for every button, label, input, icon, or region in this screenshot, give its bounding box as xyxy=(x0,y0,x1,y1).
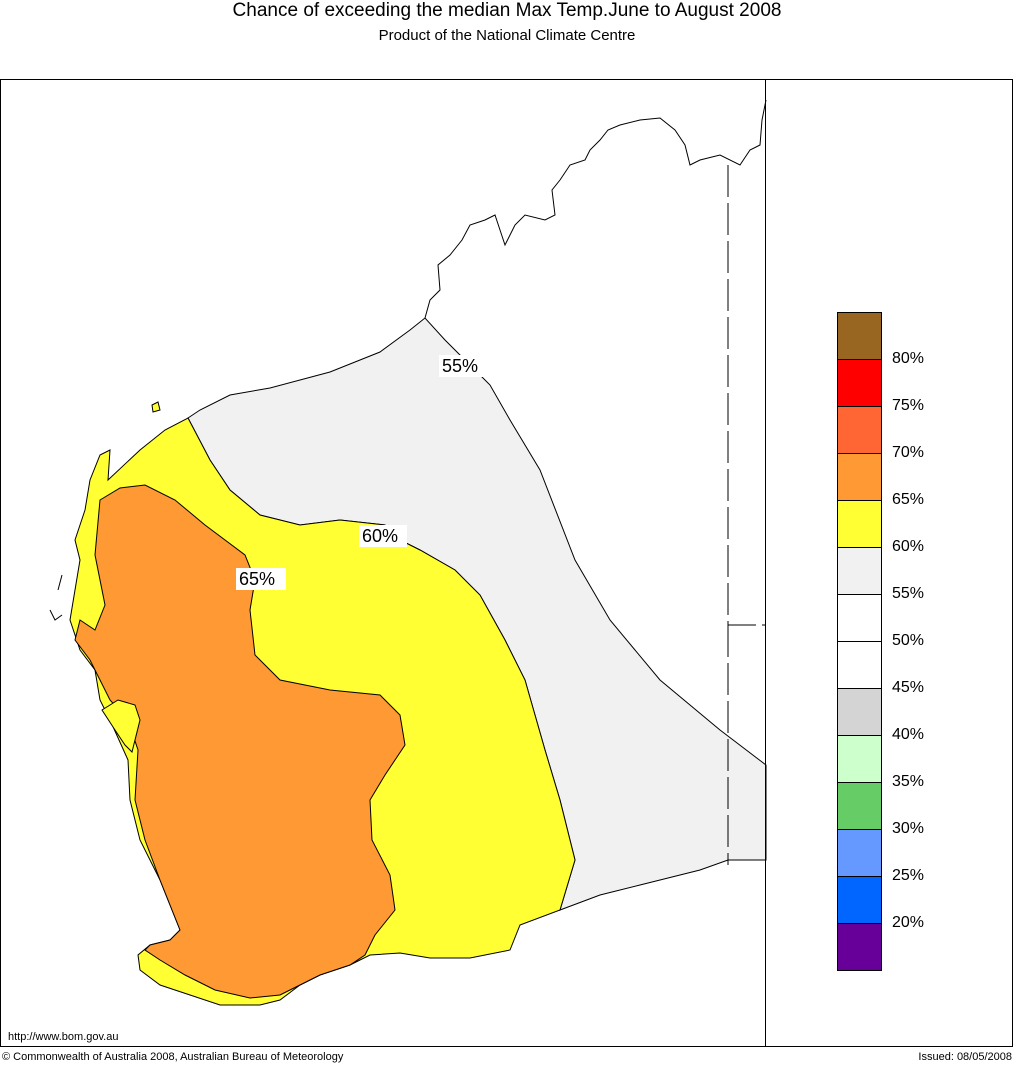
legend-swatch xyxy=(837,407,882,454)
legend-label: 65% xyxy=(892,491,925,508)
contour-label-65: 65% xyxy=(236,568,286,590)
legend-swatch xyxy=(837,454,882,501)
legend-swatch xyxy=(837,689,882,736)
legend-label: 35% xyxy=(892,773,925,790)
legend-label: 60% xyxy=(892,538,925,555)
legend-divider xyxy=(765,79,766,1047)
legend-swatch xyxy=(837,595,882,642)
website-url: http://www.bom.gov.au xyxy=(8,1031,119,1043)
legend-label: 40% xyxy=(892,726,925,743)
contour-label-55: 55% xyxy=(439,355,485,377)
map-subtitle: Product of the National Climate Centre xyxy=(378,27,636,44)
legend-label: 25% xyxy=(892,867,925,884)
coastline-north xyxy=(424,99,767,319)
map-title: Chance of exceeding the median Max Temp.… xyxy=(232,0,782,21)
legend-swatch xyxy=(837,548,882,595)
legend xyxy=(837,312,882,971)
svg-text:55%: 55% xyxy=(442,356,478,376)
legend-label: 50% xyxy=(892,632,925,649)
legend-label: 30% xyxy=(892,820,925,837)
region-65-70 xyxy=(74,484,406,999)
contour-label-60: 60% xyxy=(359,525,407,547)
legend-label: 55% xyxy=(892,585,925,602)
island-shark-bay xyxy=(151,401,161,413)
state-border xyxy=(727,165,766,865)
legend-swatch xyxy=(837,736,882,783)
legend-label: 45% xyxy=(892,679,925,696)
island-west xyxy=(49,574,63,621)
legend-swatch xyxy=(837,501,882,548)
legend-label: 80% xyxy=(892,350,925,367)
svg-text:65%: 65% xyxy=(239,569,275,589)
legend-swatch xyxy=(837,783,882,830)
svg-text:60%: 60% xyxy=(362,526,398,546)
legend-swatch xyxy=(837,877,882,924)
legend-swatch xyxy=(837,924,882,971)
legend-label: 75% xyxy=(892,397,925,414)
legend-swatch xyxy=(837,312,882,360)
issued-date: Issued: 08/05/2008 xyxy=(918,1051,1012,1063)
copyright-text: © Commonwealth of Australia 2008, Austra… xyxy=(2,1051,344,1063)
legend-swatch xyxy=(837,830,882,877)
legend-swatch xyxy=(837,642,882,689)
legend-label: 20% xyxy=(892,914,925,931)
legend-swatch xyxy=(837,360,882,407)
legend-label: 70% xyxy=(892,444,925,461)
region-60-65-pocket xyxy=(101,699,141,753)
map-frame xyxy=(0,79,1013,1047)
